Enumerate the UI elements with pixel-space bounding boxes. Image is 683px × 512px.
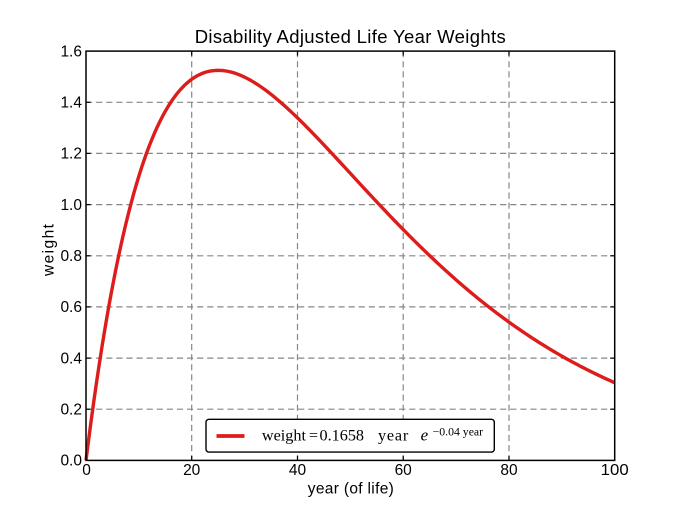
svg-text:year: year	[463, 425, 483, 439]
svg-text:20: 20	[183, 462, 201, 479]
svg-text:−0.04: −0.04	[433, 425, 460, 439]
svg-text:Disability Adjusted Life Year: Disability Adjusted Life Year Weights	[195, 26, 506, 47]
svg-text:year (of life): year (of life)	[308, 480, 394, 497]
svg-text:e: e	[421, 426, 429, 445]
svg-text:60: 60	[395, 462, 413, 479]
svg-text:1.6: 1.6	[60, 43, 82, 60]
svg-text:weight: weight	[262, 427, 307, 445]
svg-text:100: 100	[601, 462, 629, 479]
svg-text:0.8: 0.8	[60, 248, 82, 265]
svg-text:40: 40	[289, 462, 307, 479]
svg-text:0: 0	[82, 462, 91, 479]
svg-text:1.2: 1.2	[60, 146, 82, 163]
svg-text:=: =	[309, 427, 318, 445]
svg-text:0.1658: 0.1658	[320, 427, 365, 445]
svg-text:0.6: 0.6	[60, 299, 82, 316]
svg-text:1.0: 1.0	[60, 197, 82, 214]
svg-text:0.0: 0.0	[60, 453, 82, 470]
svg-text:weight: weight	[40, 223, 57, 277]
svg-text:1.4: 1.4	[60, 95, 82, 112]
svg-text:80: 80	[500, 462, 518, 479]
svg-text:0.2: 0.2	[60, 401, 82, 418]
svg-text:0.4: 0.4	[60, 350, 82, 367]
svg-text:year: year	[378, 427, 409, 445]
